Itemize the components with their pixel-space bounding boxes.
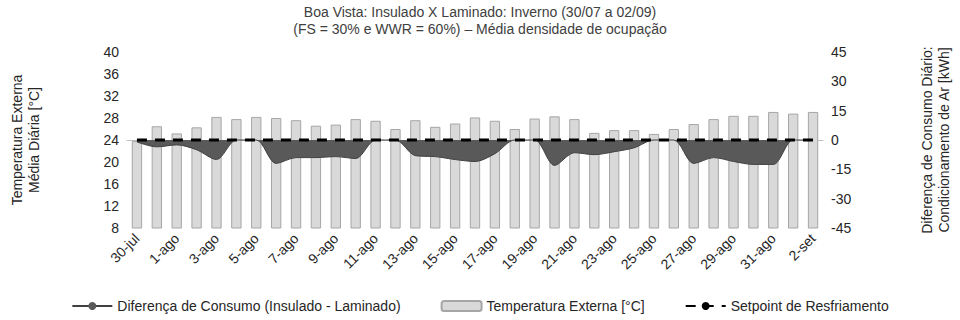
svg-text:15: 15 [831, 103, 847, 119]
svg-text:30-jul: 30-jul [107, 230, 142, 265]
svg-text:32: 32 [103, 88, 119, 104]
svg-text:(FS = 30% e WWR = 60%) – Média: (FS = 30% e WWR = 60%) – Média densidade… [293, 21, 667, 37]
svg-text:25-ago: 25-ago [618, 230, 660, 272]
svg-text:30: 30 [831, 73, 847, 89]
svg-text:27-ago: 27-ago [657, 230, 699, 272]
svg-text:Diferença de Consumo (Insulado: Diferença de Consumo (Insulado - Laminad… [117, 298, 400, 314]
svg-text:Diferença de Consumo Diário:: Diferença de Consumo Diário: [919, 46, 935, 234]
svg-text:40: 40 [103, 44, 119, 60]
svg-text:11-ago: 11-ago [340, 230, 382, 272]
svg-text:21-ago: 21-ago [538, 230, 580, 272]
svg-text:23-ago: 23-ago [578, 230, 620, 272]
svg-text:15-ago: 15-ago [419, 230, 461, 272]
svg-text:7-ago: 7-ago [265, 230, 302, 267]
svg-text:Temperatura Externa [°C]: Temperatura Externa [°C] [487, 298, 645, 314]
svg-text:-15: -15 [831, 161, 851, 177]
svg-text:13-ago: 13-ago [379, 230, 421, 272]
svg-text:3-ago: 3-ago [186, 230, 223, 267]
svg-text:24: 24 [103, 132, 119, 148]
svg-text:12: 12 [103, 198, 119, 214]
svg-text:5-ago: 5-ago [225, 230, 262, 267]
svg-text:28: 28 [103, 110, 119, 126]
svg-text:-45: -45 [831, 220, 851, 236]
svg-text:Boa Vista: Insulado X Laminado: Boa Vista: Insulado X Laminado: Inverno … [304, 4, 656, 20]
svg-text:1-ago: 1-ago [146, 230, 183, 267]
svg-text:8: 8 [111, 220, 119, 236]
svg-text:31-ago: 31-ago [737, 230, 779, 272]
svg-text:Temperatura Externa: Temperatura Externa [9, 74, 25, 205]
svg-text:Média Diária [°C]: Média Diária [°C] [26, 87, 42, 193]
svg-text:Setpoint de Resfriamento: Setpoint de Resfriamento [731, 298, 889, 314]
svg-text:9-ago: 9-ago [305, 230, 342, 267]
svg-text:0: 0 [831, 132, 839, 148]
svg-text:Condicionamento de Ar [kWh]: Condicionamento de Ar [kWh] [936, 47, 952, 232]
svg-text:19-ago: 19-ago [498, 230, 540, 272]
svg-text:-30: -30 [831, 191, 851, 207]
svg-text:16: 16 [103, 176, 119, 192]
svg-text:36: 36 [103, 66, 119, 82]
svg-text:20: 20 [103, 154, 119, 170]
svg-text:29-ago: 29-ago [697, 230, 739, 272]
svg-text:17-ago: 17-ago [458, 230, 500, 272]
svg-text:45: 45 [831, 44, 847, 60]
svg-text:2-set: 2-set [785, 230, 818, 263]
